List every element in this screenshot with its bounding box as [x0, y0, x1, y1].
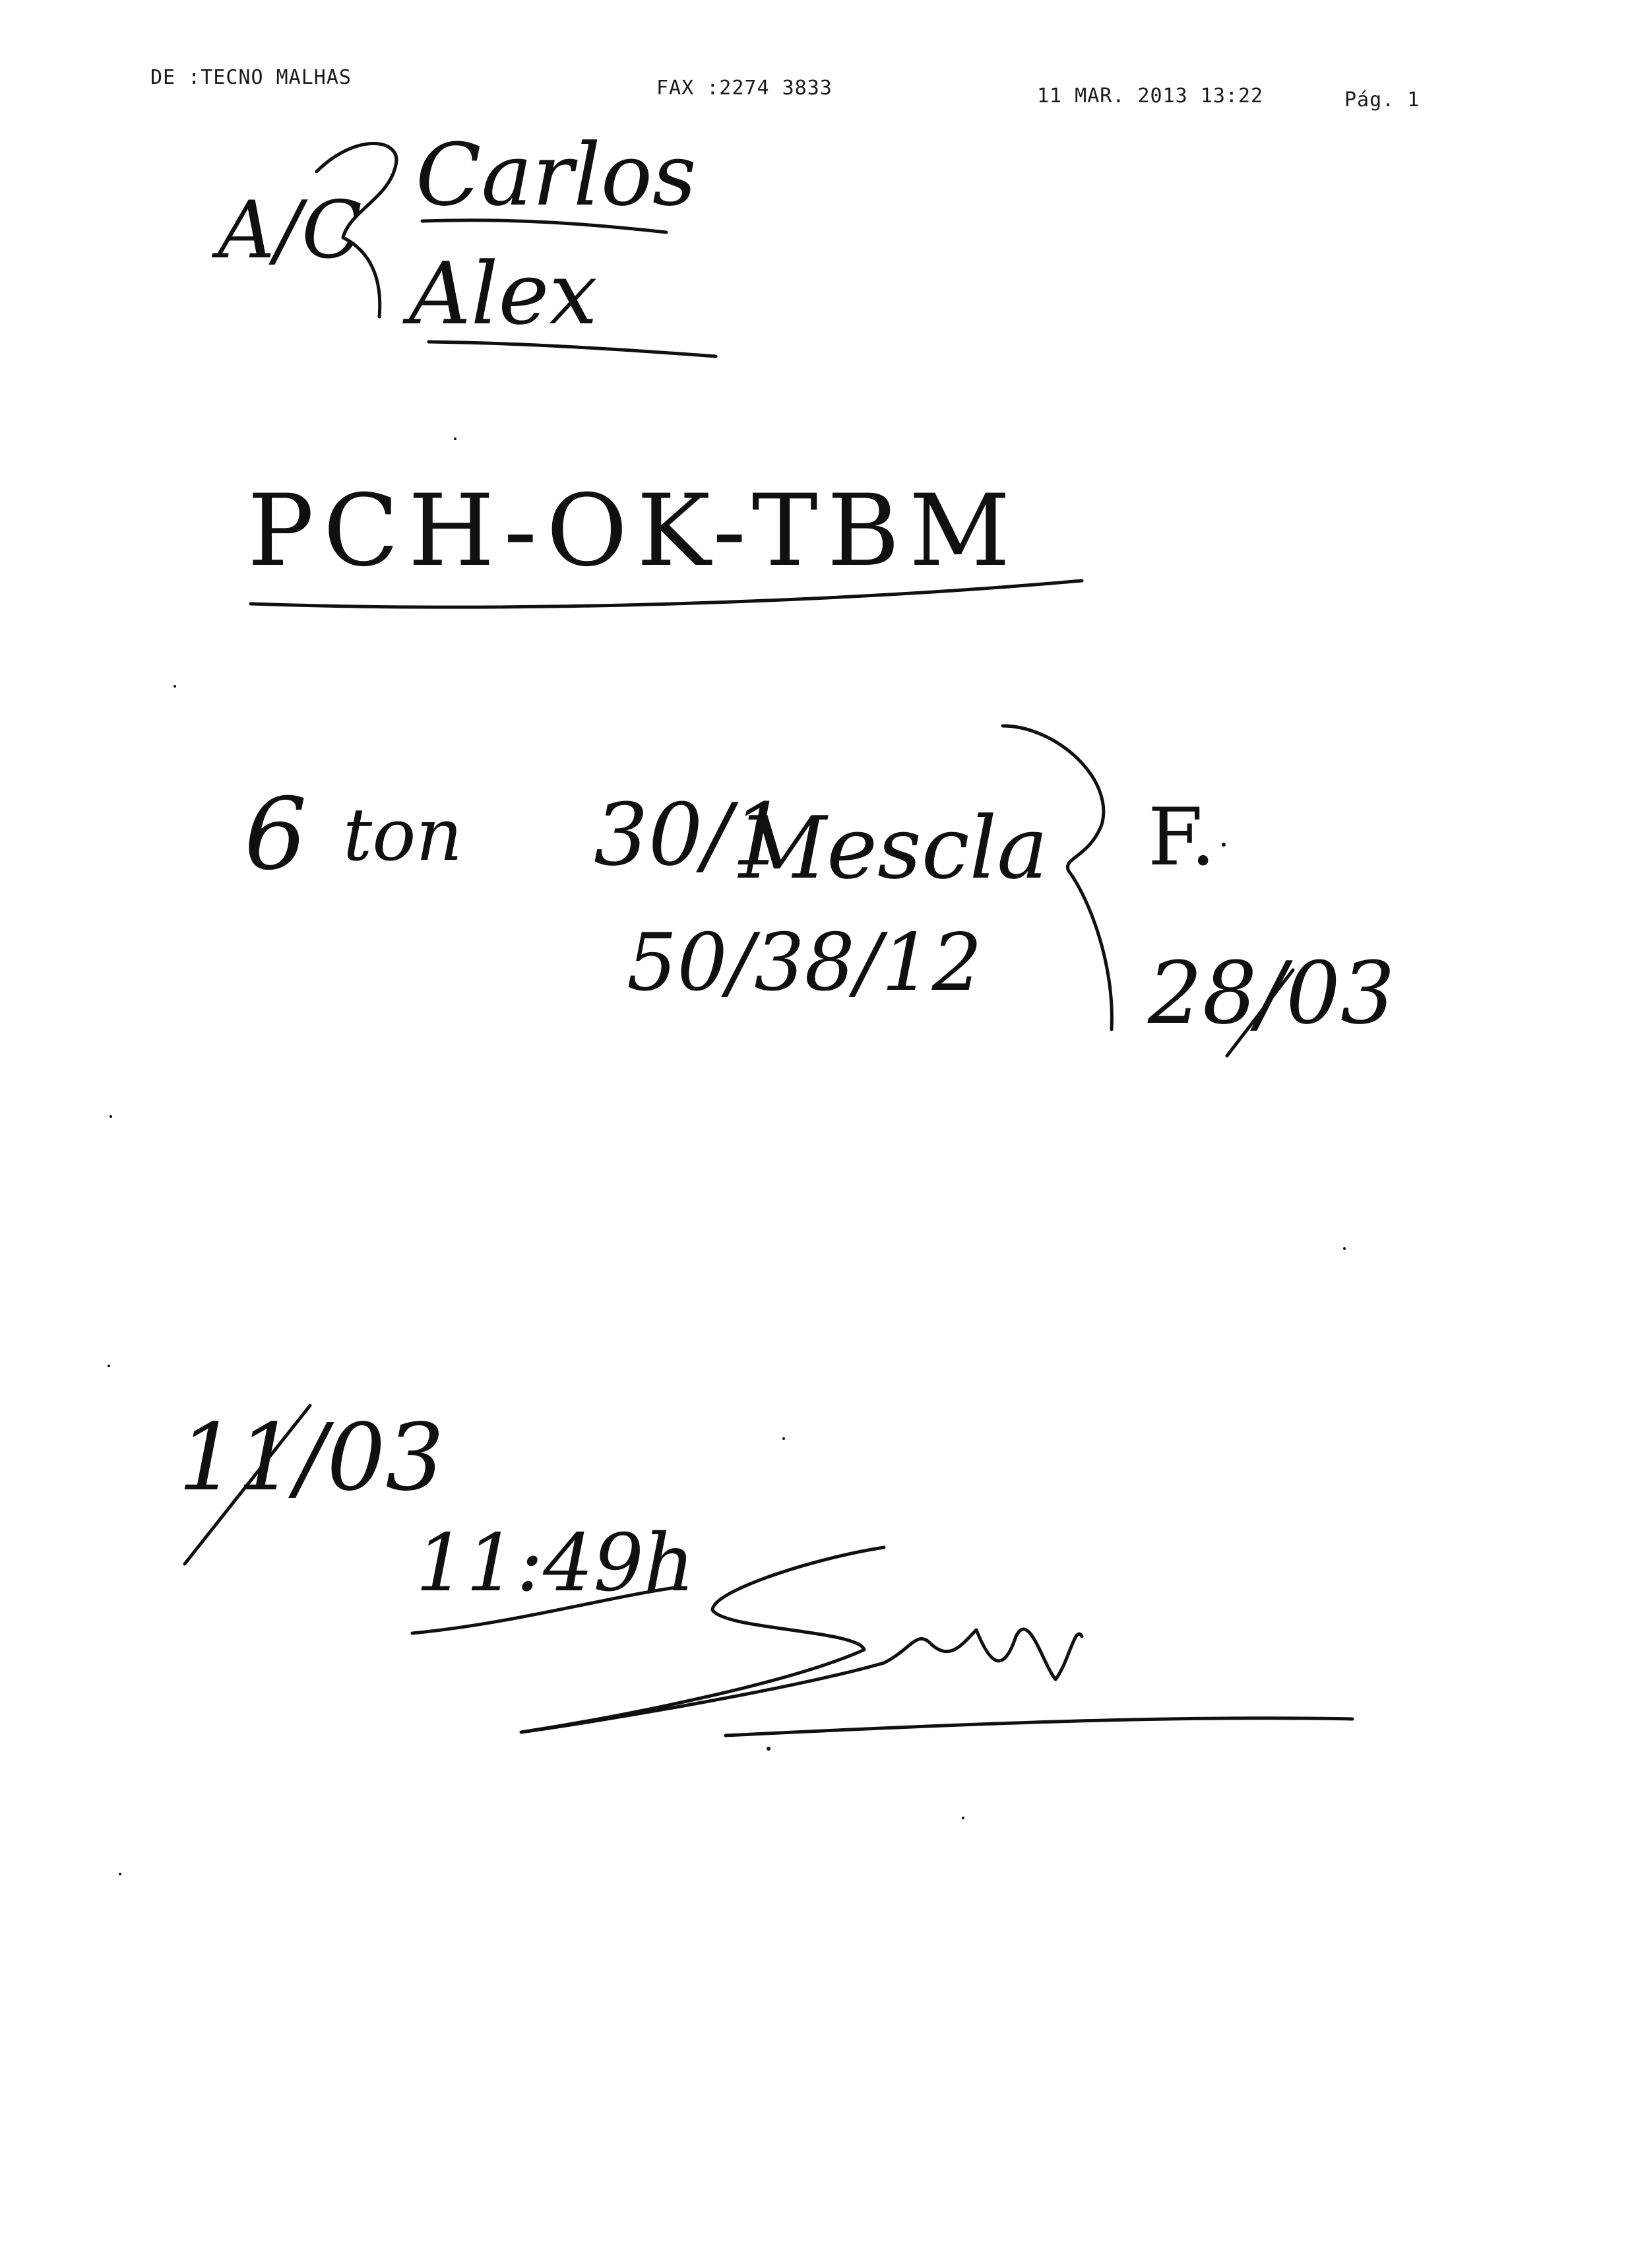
underline-name-2: [427, 340, 718, 358]
fax-number: FAX :2274 3833: [656, 77, 833, 100]
yarn-count: 30/1: [594, 785, 786, 885]
sent-time: 11:49h: [416, 1518, 695, 1609]
speck: [1222, 843, 1226, 847]
order-unit: ton: [343, 793, 463, 877]
attention-name-2: Alex: [409, 243, 598, 344]
speck: [110, 1115, 112, 1118]
fax-datetime: 11 MAR. 2013 13:22: [1037, 84, 1264, 108]
signature-underline: [724, 1716, 1354, 1737]
fax-transmission-header: DE :TECNO MALHAS FAX :2274 3833 11 MAR. …: [0, 66, 1636, 112]
speck: [454, 437, 456, 440]
yarn-type: Mescla: [739, 798, 1048, 898]
speck: [108, 1365, 110, 1367]
fax-page-number: Pág. 1: [1344, 88, 1420, 112]
yarn-composition: 50/38/12: [627, 917, 982, 1009]
fax-sender: DE :TECNO MALHAS: [150, 66, 352, 89]
delivery-date: 28/03: [1148, 943, 1395, 1043]
reference-code: PCH-OK-TBM: [247, 474, 1020, 589]
attention-name-1: Carlos: [416, 125, 697, 225]
sent-date: 11/03: [178, 1404, 445, 1512]
order-quantity: 6: [244, 777, 307, 892]
delivery-label: F.: [1148, 792, 1216, 884]
speck: [782, 1437, 785, 1440]
speck: [767, 1747, 771, 1751]
attention-prefix: A/C: [218, 185, 362, 276]
speck: [1343, 1247, 1346, 1250]
speck: [173, 685, 176, 688]
speck: [962, 1817, 964, 1819]
speck: [119, 1873, 121, 1875]
